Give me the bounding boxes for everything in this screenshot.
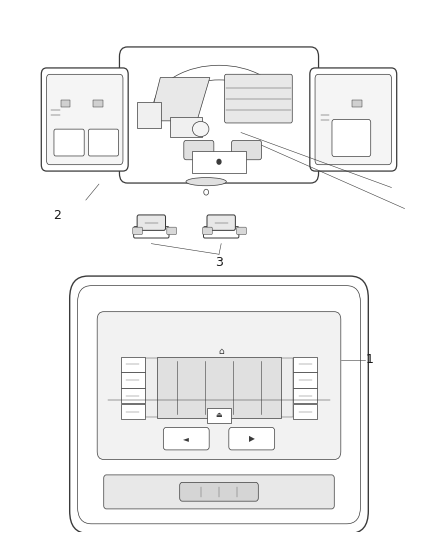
FancyBboxPatch shape [170,117,201,137]
FancyBboxPatch shape [41,68,128,171]
Text: ◄: ◄ [184,434,189,443]
FancyBboxPatch shape [192,151,246,173]
FancyBboxPatch shape [104,475,334,509]
FancyBboxPatch shape [46,74,123,165]
FancyBboxPatch shape [120,404,145,419]
Text: ⏏: ⏏ [215,413,223,418]
Ellipse shape [186,177,226,185]
FancyBboxPatch shape [163,427,209,450]
FancyBboxPatch shape [232,140,261,160]
FancyBboxPatch shape [203,227,212,235]
FancyBboxPatch shape [229,427,275,450]
FancyBboxPatch shape [61,100,71,107]
Circle shape [204,189,208,195]
Polygon shape [149,78,210,121]
FancyBboxPatch shape [207,408,231,423]
FancyBboxPatch shape [120,388,145,403]
Ellipse shape [192,122,209,136]
Text: ▶: ▶ [249,434,254,443]
FancyBboxPatch shape [145,359,159,417]
FancyBboxPatch shape [137,215,166,230]
FancyBboxPatch shape [88,129,119,156]
FancyBboxPatch shape [279,359,293,417]
FancyBboxPatch shape [332,119,371,157]
FancyBboxPatch shape [293,404,318,419]
FancyBboxPatch shape [293,373,318,387]
FancyBboxPatch shape [78,286,360,524]
Circle shape [217,159,221,164]
FancyBboxPatch shape [184,140,214,160]
FancyBboxPatch shape [138,102,161,128]
FancyBboxPatch shape [225,74,292,123]
FancyBboxPatch shape [157,358,281,418]
FancyBboxPatch shape [120,357,145,372]
FancyBboxPatch shape [97,312,341,459]
FancyBboxPatch shape [204,227,239,238]
FancyBboxPatch shape [120,373,145,387]
FancyBboxPatch shape [315,74,392,165]
FancyBboxPatch shape [293,388,318,403]
FancyBboxPatch shape [237,227,246,235]
Text: 2: 2 [53,209,61,222]
FancyBboxPatch shape [120,47,318,183]
FancyBboxPatch shape [54,129,84,156]
Text: ⌂: ⌂ [218,346,224,356]
FancyBboxPatch shape [207,215,235,230]
FancyBboxPatch shape [70,276,368,533]
FancyBboxPatch shape [352,100,362,107]
FancyBboxPatch shape [167,227,177,235]
FancyBboxPatch shape [134,227,169,238]
FancyBboxPatch shape [310,68,397,171]
Text: 1: 1 [366,353,374,366]
FancyBboxPatch shape [293,357,318,372]
FancyBboxPatch shape [133,227,142,235]
Text: 3: 3 [215,256,223,269]
FancyBboxPatch shape [93,100,102,107]
FancyBboxPatch shape [180,482,258,501]
